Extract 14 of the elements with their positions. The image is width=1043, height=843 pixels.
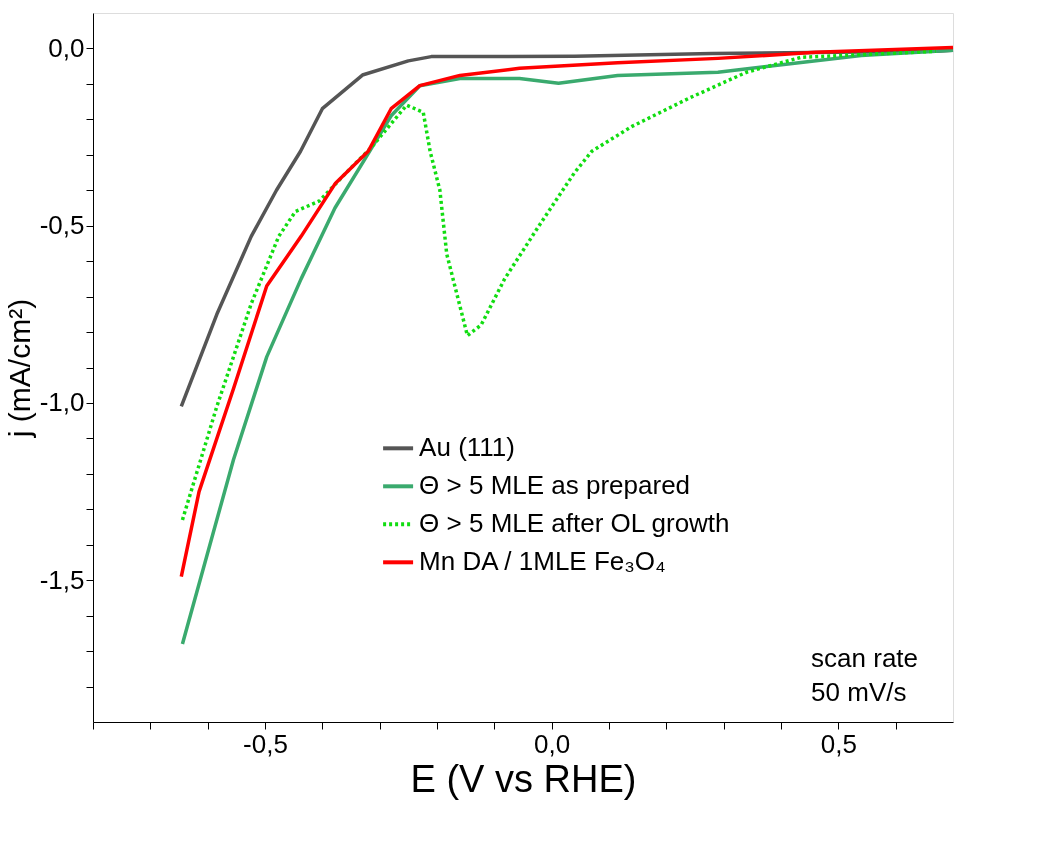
legend-label: Θ > 5 MLE after OL growth	[419, 508, 730, 539]
y-tick-label: -1,5	[39, 564, 85, 595]
y-tick-label: -0,5	[39, 210, 85, 241]
x-tick-label: -0,5	[243, 728, 288, 759]
x-tick-label: 0,5	[820, 728, 857, 759]
y-tick-label: -1,0	[39, 387, 85, 418]
y-tick-label: 0,0	[48, 32, 85, 63]
legend-label: Θ > 5 MLE as prepared	[419, 470, 691, 501]
x-tick-label: 0,0	[534, 728, 571, 759]
legend-label: Mn DA / 1MLE Fe₃O₄	[419, 546, 666, 577]
annotation: scan rate 50 mV/s	[811, 643, 919, 707]
legend-label: Au (111)	[419, 432, 515, 463]
y-axis-title: j (mA/cm²)	[2, 298, 36, 439]
x-axis-title: E (V vs RHE)	[410, 757, 637, 800]
